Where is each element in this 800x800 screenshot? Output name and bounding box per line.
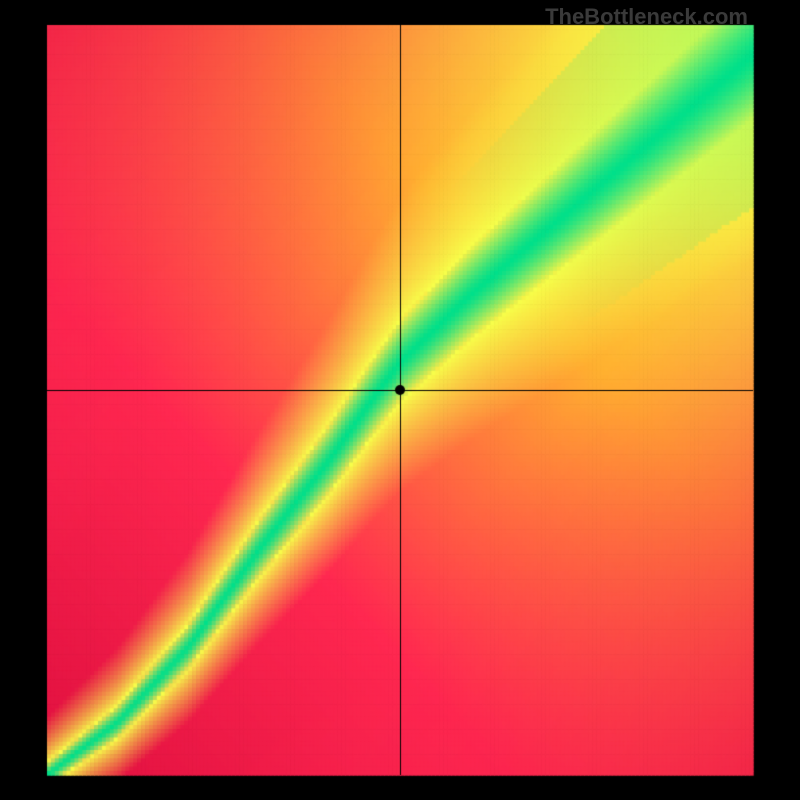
- attribution-text: TheBottleneck.com: [545, 4, 748, 30]
- bottleneck-heatmap: [0, 0, 800, 800]
